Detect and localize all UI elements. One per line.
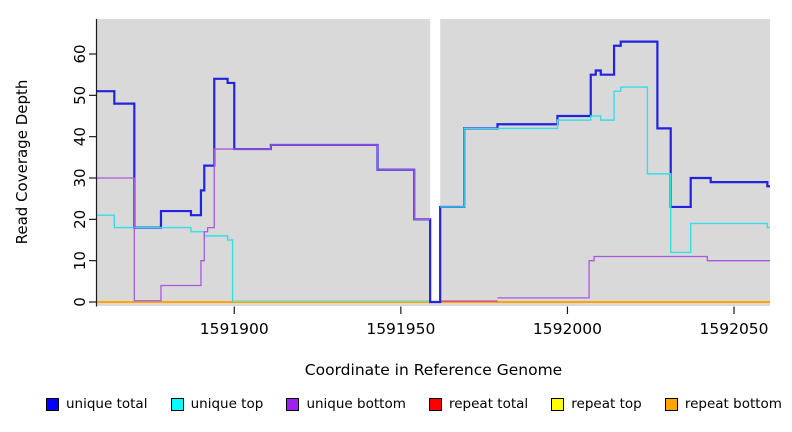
legend-item-unique-top: unique top [170,396,264,412]
legend-label-repeat-bottom: repeat bottom [684,396,782,412]
legend-swatch-icon-unique-total [46,397,59,411]
chart-canvas: 0 10 20 30 40 50 60 1591900 1591950 1592000 159205… [71,19,770,338]
legend-swatch-icon-unique-top [170,397,184,411]
series-unique-total [97,40,770,304]
x-tick-label: 1591950 [366,320,435,338]
y-tick-label: 50 [71,86,89,105]
y-tick-label: 10 [71,251,89,270]
y-tick-label: 0 [71,297,89,307]
legend-item-repeat-top: repeat top [551,396,642,412]
x-axis-label: Coordinate in Reference Genome [304,361,563,379]
series-unique-bottom [97,144,431,302]
y-axis-label: Read Coverage Depth [13,79,31,245]
legend-label-repeat-top: repeat top [571,396,642,412]
legend-item-unique-total: unique total [46,396,147,412]
legend-swatch-icon-unique-bottom [286,397,300,411]
legend-item-repeat-total: repeat total [428,396,529,412]
legend-item-unique-bottom: unique bottom [286,396,406,412]
y-tick-label: 40 [71,127,89,146]
legend-label-unique-total: unique total [66,396,148,412]
y-tick-label: 20 [71,210,89,229]
x-tick-label: 1592050 [700,320,769,338]
legend-item-repeat-bottom: repeat bottom [664,396,782,412]
legend-label-unique-top: unique top [190,396,264,412]
legend-label-repeat-total: repeat total [448,396,529,412]
y-tick-label: 60 [71,44,89,63]
legend: unique total unique top unique bottom repea… [46,396,782,412]
legend-swatch-icon-repeat-total [428,397,442,411]
series-unique-bottom [497,255,770,299]
y-tick-label: 30 [71,168,89,187]
legend-swatch-icon-repeat-top [551,397,565,411]
legend-swatch-icon-repeat-bottom [664,397,678,411]
x-tick-label: 1592000 [533,320,602,338]
legend-label-unique-bottom: unique bottom [306,396,406,412]
series-unique-top [440,86,770,254]
x-tick-label: 1591900 [200,320,269,338]
no-data-gap [430,19,441,302]
